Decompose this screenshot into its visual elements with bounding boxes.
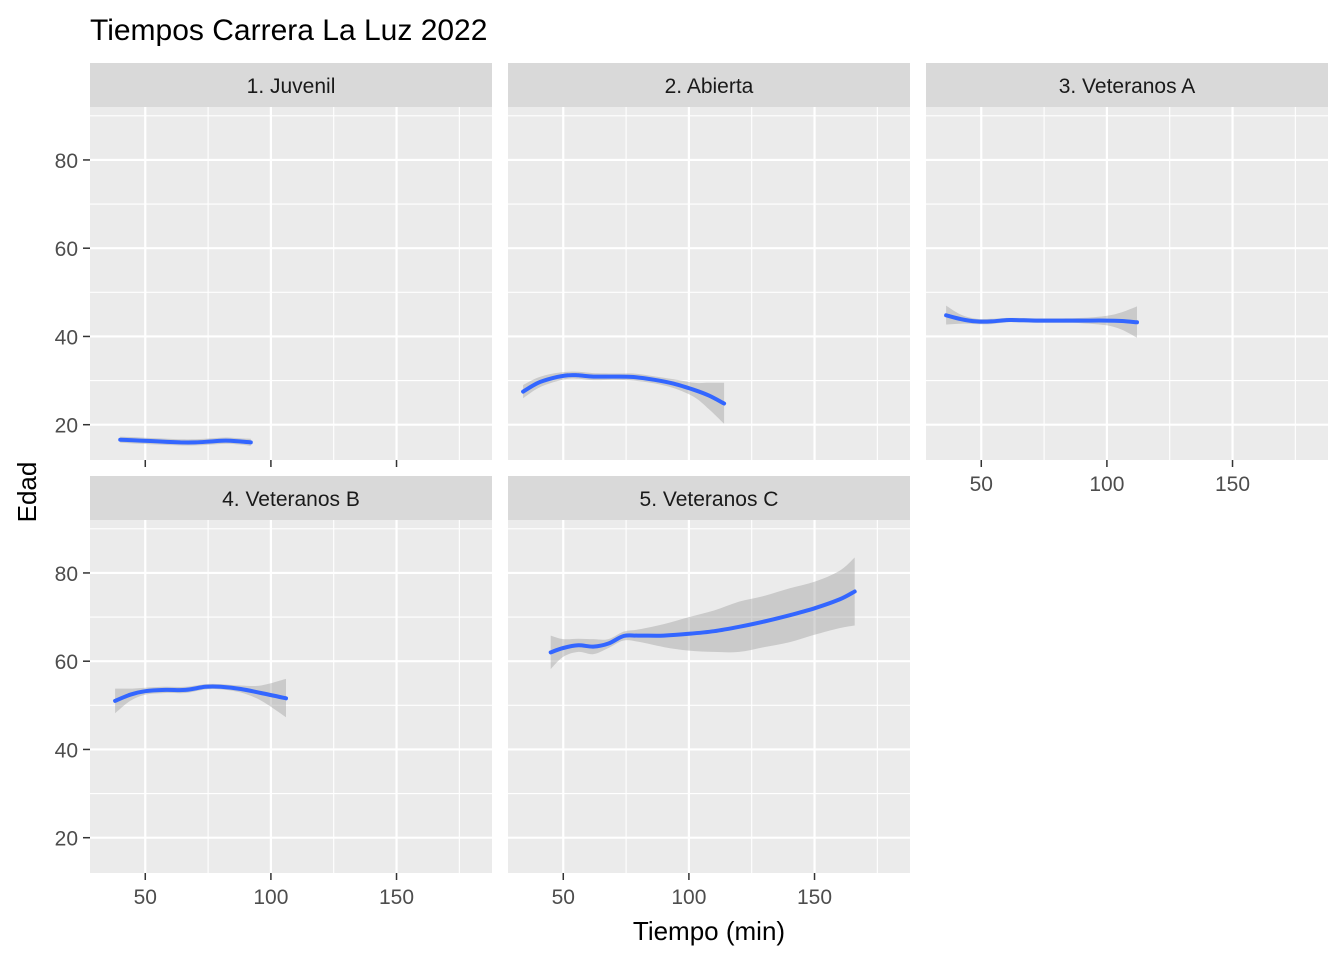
y-tick-label: 60	[55, 238, 78, 261]
facet-panels: 1. Juvenil 20 40 60 80 50 100 150 2. Abierta 3. V…	[55, 63, 1328, 909]
y-tick-label: 60	[55, 651, 78, 674]
facet-panel: 5. Veteranos C 50 100 150	[508, 476, 910, 909]
y-tick-label: 40	[55, 326, 78, 349]
x-tick-label: 100	[253, 886, 288, 909]
confidence-ribbon	[550, 557, 855, 670]
facet-panel: 4. Veteranos B 20 40 60 80 50 100 150	[55, 476, 492, 909]
facet-panel: 1. Juvenil2040608050100150	[55, 63, 492, 496]
smooth-line	[944, 313, 1139, 325]
facet-strip	[90, 63, 492, 107]
facet-strip	[508, 63, 910, 107]
x-tick-label: 100	[671, 886, 706, 909]
chart-title: Tiempos Carrera La Luz 2022	[90, 14, 487, 47]
panel-background	[90, 520, 492, 873]
facet-panel: 2. Abierta	[508, 63, 910, 460]
x-tick-label: 50	[134, 886, 157, 909]
facet-strip	[508, 476, 910, 520]
x-tick-label: 150	[797, 886, 832, 909]
facet-strip-label: 5. Veteranos C	[640, 488, 779, 511]
y-axis-label: Edad	[12, 462, 42, 523]
x-tick-label: 150	[379, 886, 414, 909]
y-tick-label: 80	[55, 563, 78, 586]
smooth-line	[548, 589, 857, 655]
smooth-line	[118, 437, 253, 445]
x-tick-label: 150	[1215, 473, 1250, 496]
y-tick-label: 80	[55, 150, 78, 173]
facet-strip-label: 3. Veteranos A	[1059, 75, 1196, 98]
facet-strip	[926, 63, 1328, 107]
x-axis-label: Tiempo (min)	[633, 916, 785, 946]
x-tick-label: 50	[970, 473, 993, 496]
y-tick-label: 20	[55, 828, 78, 851]
x-tick-label: 100	[1089, 473, 1124, 496]
y-tick-label: 40	[55, 739, 78, 762]
panel-background	[508, 107, 910, 460]
smooth-line	[521, 373, 727, 406]
y-tick-label: 20	[55, 415, 78, 438]
facet-strip	[90, 476, 492, 520]
facet-strip-label: 1. Juvenil	[247, 75, 336, 98]
facet-strip-label: 2. Abierta	[665, 75, 754, 98]
facet-panel: 3. Veteranos A 50 100 150	[926, 63, 1328, 496]
panel-background	[90, 107, 492, 460]
facet-strip-label: 4. Veteranos B	[222, 488, 360, 511]
panel-background	[508, 520, 910, 873]
x-tick-label: 50	[552, 886, 575, 909]
panel-background	[926, 107, 1328, 460]
smooth-line	[113, 684, 288, 703]
